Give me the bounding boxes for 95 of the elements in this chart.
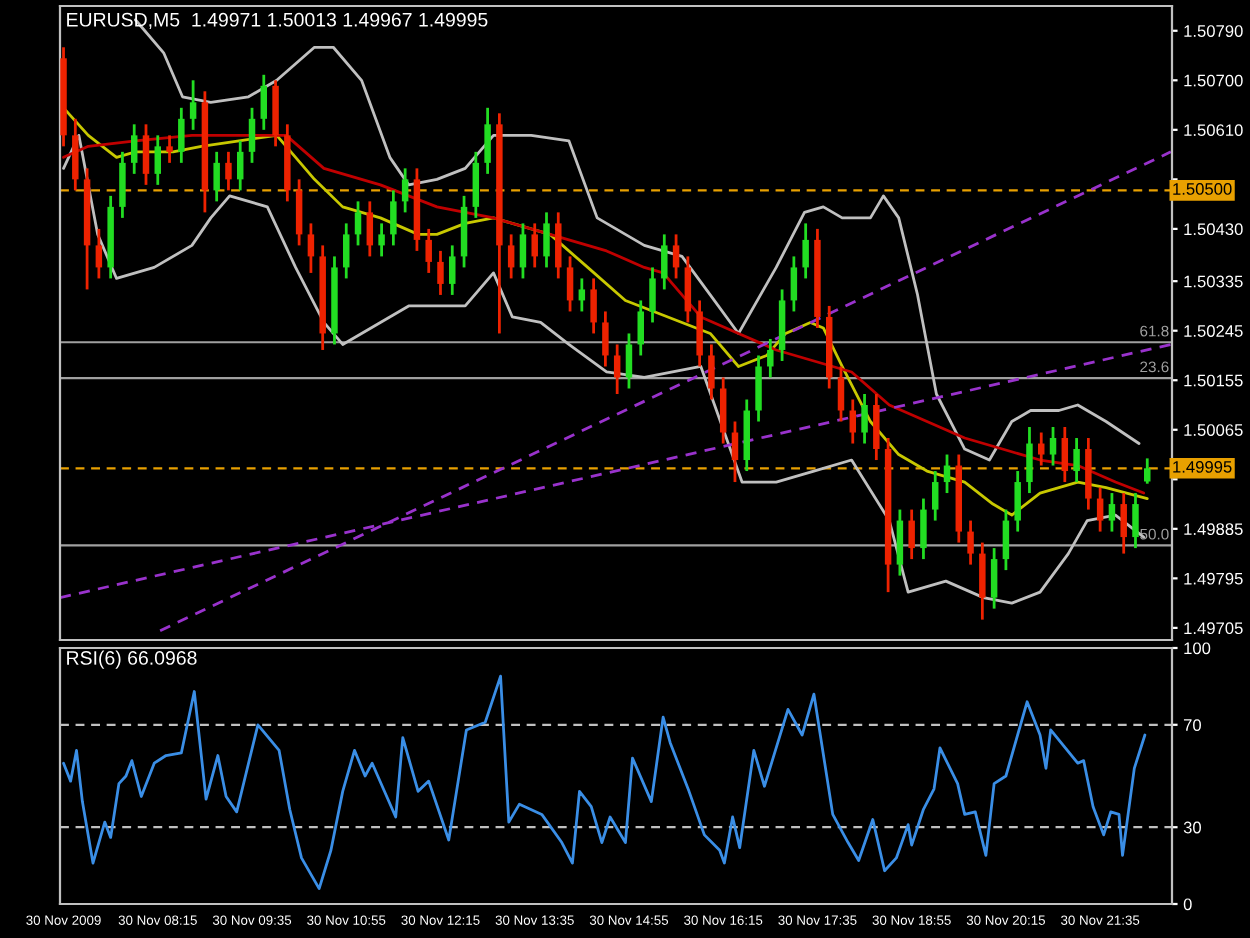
candlestick bbox=[920, 497, 927, 561]
candlestick bbox=[95, 227, 103, 280]
chart-title: RSI(6) 66.0968 bbox=[67, 650, 197, 669]
candlestick bbox=[637, 299, 644, 357]
candlestick bbox=[1108, 491, 1116, 533]
y-tick-label: 100 bbox=[1184, 642, 1211, 655]
candlestick bbox=[990, 546, 998, 611]
candlestick bbox=[142, 122, 150, 187]
candlestick bbox=[684, 255, 692, 324]
candlestick bbox=[1038, 431, 1045, 467]
candlestick bbox=[248, 106, 256, 165]
candlestick bbox=[213, 150, 220, 203]
candlestick bbox=[613, 343, 621, 396]
y-tick-label: 1.50790 bbox=[1184, 25, 1243, 37]
candlestick bbox=[896, 508, 904, 577]
candlestick bbox=[178, 106, 185, 165]
candlestick bbox=[873, 392, 880, 462]
line-series bbox=[62, 674, 1147, 891]
candlestick bbox=[708, 343, 715, 401]
candlestick bbox=[719, 376, 727, 445]
candlestick bbox=[908, 508, 915, 561]
candlestick bbox=[1049, 425, 1057, 467]
candlestick bbox=[931, 469, 939, 522]
candlestick bbox=[731, 420, 739, 484]
candlestick bbox=[307, 222, 315, 275]
candlestick bbox=[837, 365, 845, 423]
candlestick bbox=[566, 255, 574, 313]
candlestick bbox=[378, 222, 385, 258]
candlestick bbox=[967, 519, 974, 566]
chart-title: EURUSD,M5 1.49971 1.50013 1.49967 1.49995 bbox=[67, 12, 488, 29]
candlestick bbox=[119, 150, 126, 220]
candlestick bbox=[802, 222, 809, 280]
candlestick bbox=[861, 392, 868, 445]
candlestick bbox=[543, 210, 550, 269]
candlestick bbox=[1026, 425, 1033, 495]
candlestick bbox=[672, 233, 680, 280]
candlestick bbox=[507, 233, 515, 280]
candlestick bbox=[590, 277, 597, 335]
candlestick bbox=[943, 453, 951, 495]
y-tick-label: 1.50245 bbox=[1184, 325, 1243, 337]
candlestick bbox=[578, 277, 586, 313]
candlestick bbox=[1073, 436, 1080, 484]
y-tick-label: 1.50700 bbox=[1184, 74, 1243, 87]
candlestick bbox=[1061, 425, 1069, 484]
y-tick-label: 1.50065 bbox=[1184, 424, 1243, 436]
candlestick bbox=[696, 299, 703, 368]
candlestick bbox=[130, 122, 138, 176]
candlestick bbox=[425, 227, 432, 275]
candlestick bbox=[625, 332, 633, 390]
candlestick bbox=[72, 117, 79, 192]
y-tick-label: 1.50430 bbox=[1184, 223, 1243, 236]
candlestick bbox=[484, 106, 491, 176]
y-tick-label: 1.49795 bbox=[1184, 572, 1243, 585]
candlestick bbox=[260, 73, 268, 132]
candlestick bbox=[519, 222, 527, 280]
candlestick bbox=[366, 199, 374, 258]
candlestick bbox=[849, 398, 857, 445]
y-tick-label: 30 bbox=[1183, 821, 1201, 834]
candlestick bbox=[649, 266, 656, 324]
candlestick bbox=[225, 150, 232, 192]
y-tick-label: 1.50155 bbox=[1184, 374, 1243, 387]
candlestick bbox=[166, 133, 173, 165]
candlestick bbox=[154, 133, 162, 187]
candlestick bbox=[531, 222, 538, 269]
candlestick bbox=[1014, 469, 1021, 533]
candlestick bbox=[401, 166, 409, 214]
y-tick-label: 0 bbox=[1183, 898, 1192, 911]
candlestick bbox=[236, 139, 244, 192]
candlestick bbox=[979, 541, 986, 622]
candlestick bbox=[1132, 491, 1139, 550]
candlestick bbox=[555, 210, 562, 280]
candlestick bbox=[390, 188, 397, 247]
y-tick-label: 1.49885 bbox=[1184, 523, 1243, 536]
candlestick bbox=[354, 199, 362, 247]
candlestick bbox=[767, 337, 774, 379]
candlestick bbox=[790, 255, 798, 313]
candlestick bbox=[295, 177, 303, 247]
y-tick-label: 1.49705 bbox=[1184, 622, 1243, 635]
candlestick bbox=[437, 249, 444, 297]
candlestick bbox=[1144, 457, 1151, 486]
candlestick bbox=[343, 222, 350, 280]
candlestick bbox=[1120, 491, 1127, 555]
candlestick bbox=[1002, 508, 1010, 572]
y-tick-label: 70 bbox=[1183, 719, 1201, 731]
candlestick bbox=[1096, 486, 1104, 533]
candlestick bbox=[449, 244, 456, 297]
ref-line-label: 1.49995 bbox=[1173, 460, 1232, 473]
ref-line-label: 1.50500 bbox=[1173, 183, 1232, 195]
candlestick bbox=[661, 233, 668, 291]
candlestick bbox=[602, 310, 609, 368]
y-tick-label: 1.50610 bbox=[1184, 124, 1243, 137]
candlestick bbox=[189, 78, 197, 132]
y-tick-label: 1.50335 bbox=[1184, 275, 1243, 288]
candlestick bbox=[472, 150, 480, 220]
candlestick bbox=[755, 354, 762, 423]
